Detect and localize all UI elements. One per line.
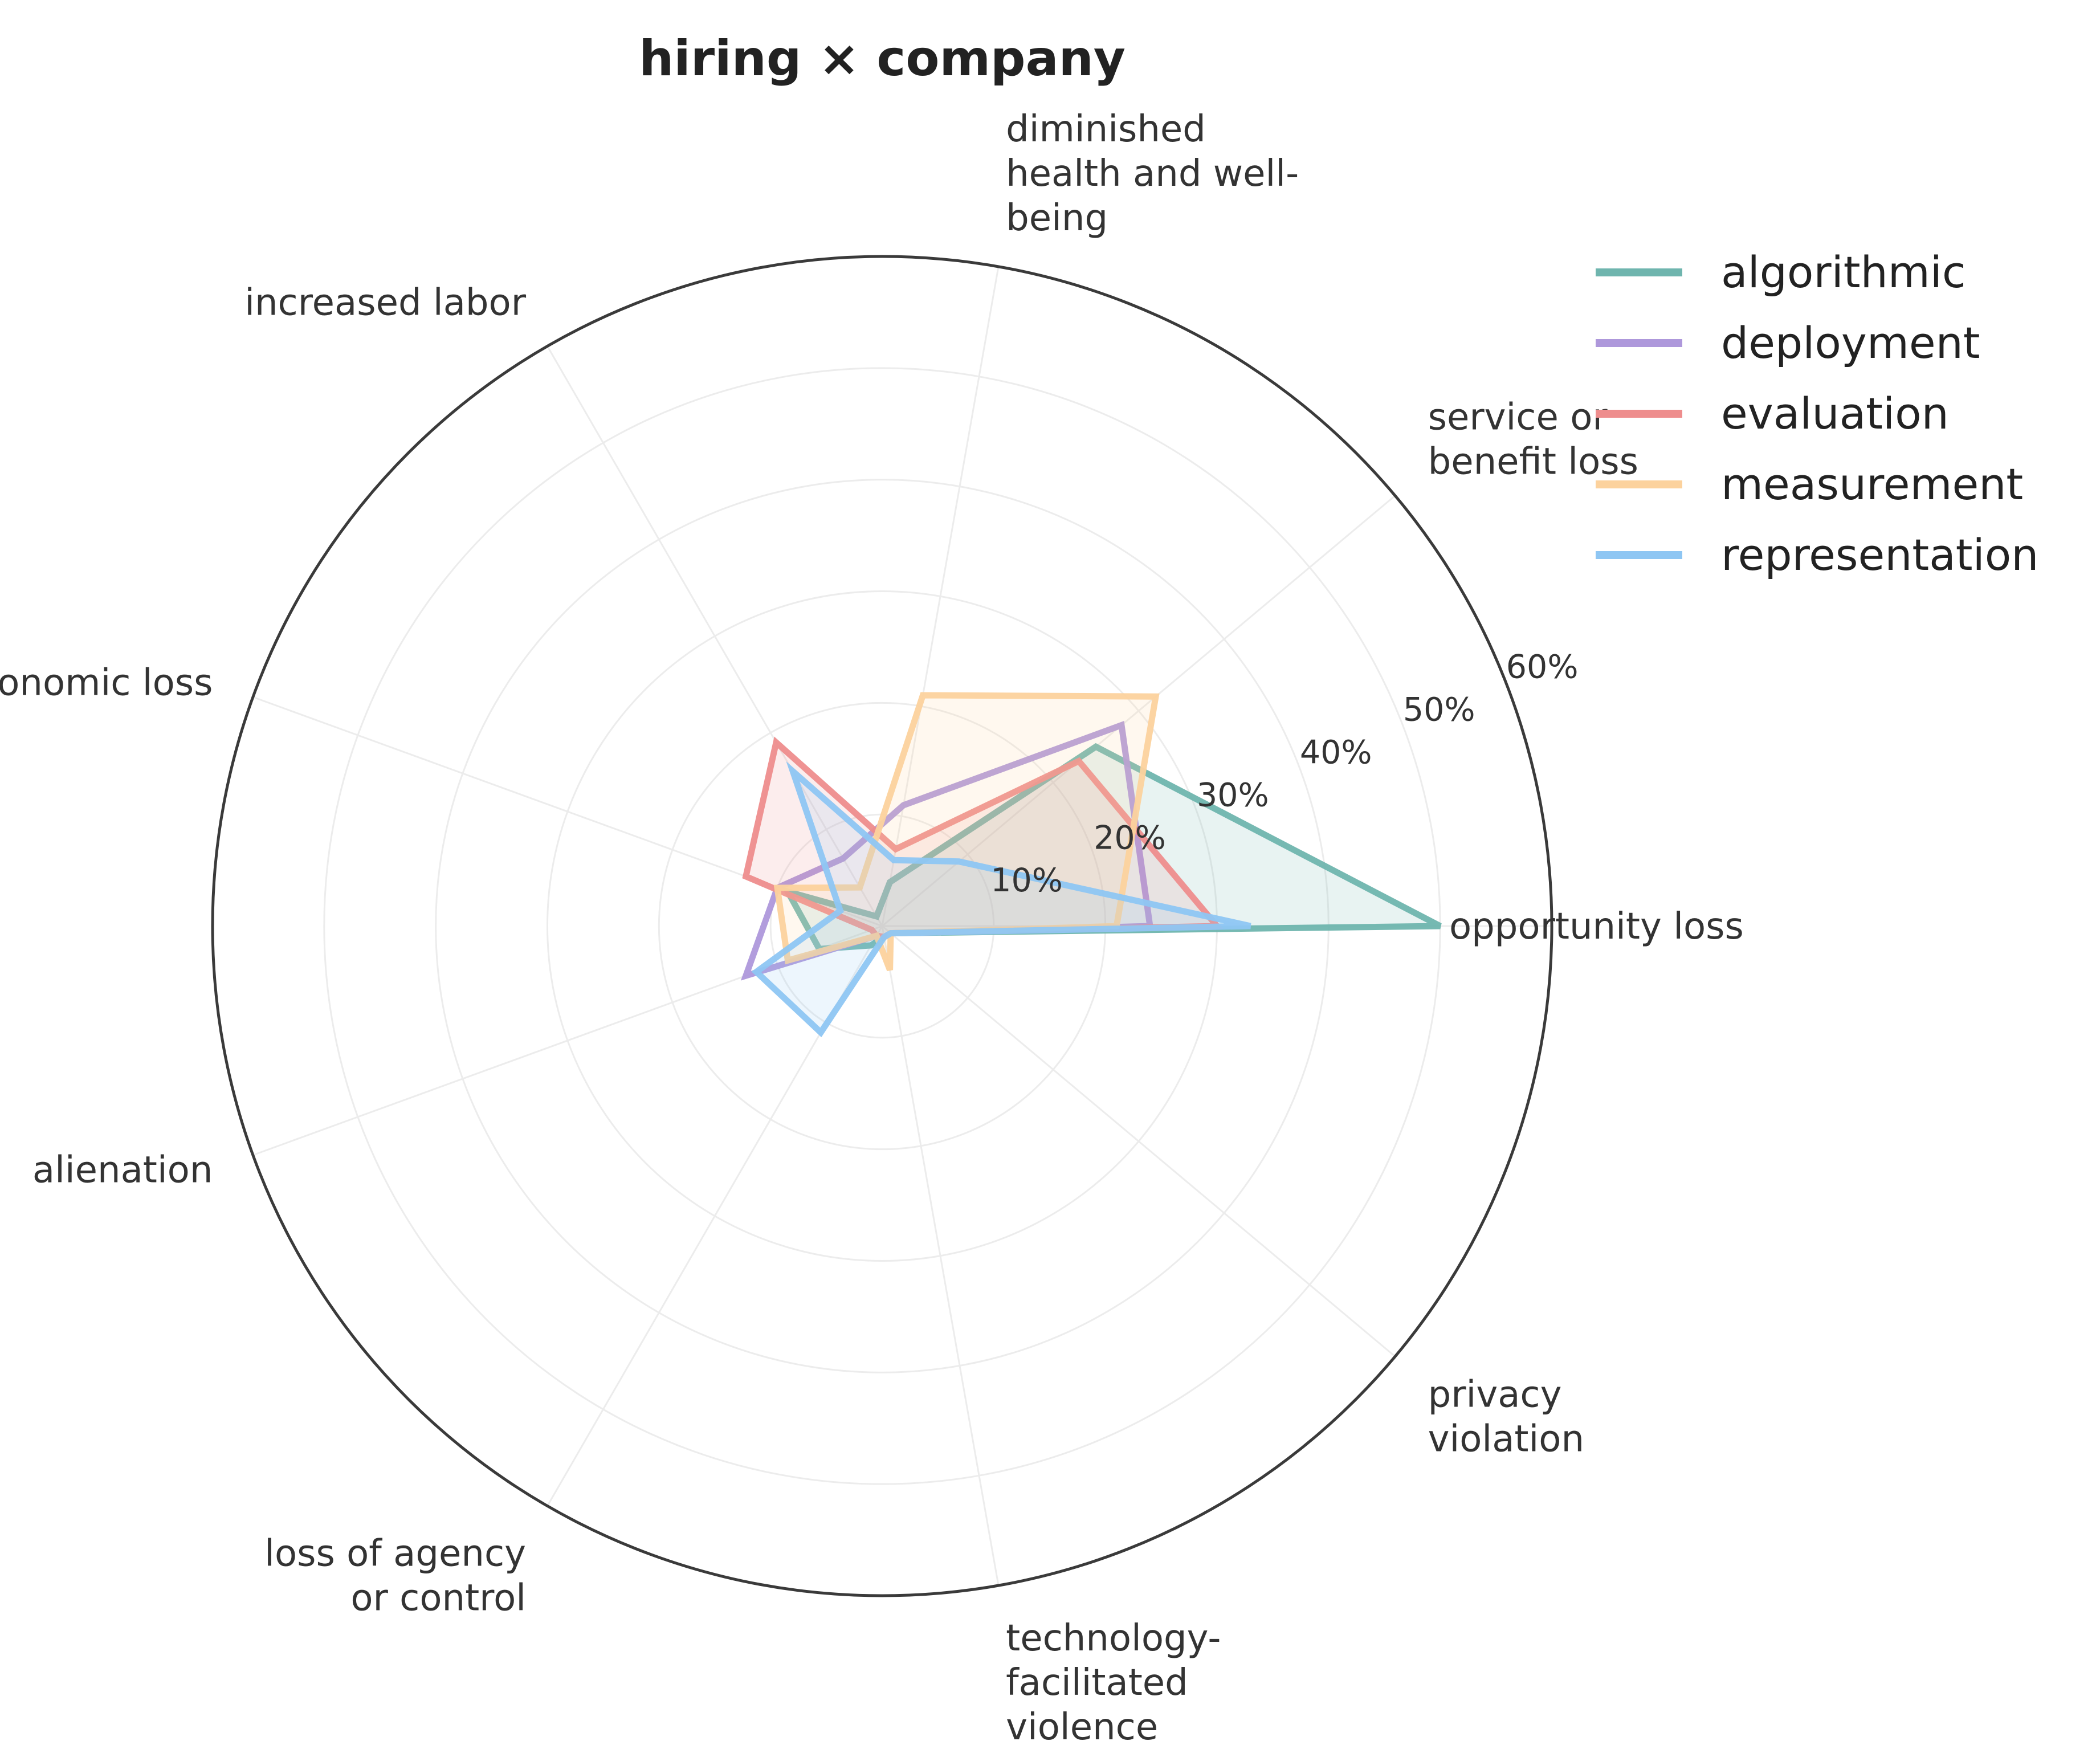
legend: algorithmic deployment evaluation measureme… (1596, 247, 2038, 580)
axis-label-8: technology-facilitated violence (1006, 1617, 1221, 1745)
legend-entry-deployment: deployment (1596, 317, 1980, 368)
legend-entry-evaluation: evaluation (1596, 388, 1949, 439)
outer-ring (211, 255, 1553, 1597)
spoke-4 (547, 345, 883, 927)
axis-label-3: diminished health and well-being (1006, 108, 1299, 239)
series-line-measurement (773, 692, 1160, 972)
series-representation (751, 761, 1251, 1038)
point-evaluation-3 (895, 849, 896, 850)
series-layer (740, 692, 1442, 1038)
axis-label-5: economic loss (0, 662, 213, 704)
tick-label-6: 60% (1506, 649, 1579, 686)
point-algorithmic-4 (876, 916, 877, 917)
point-representation-2 (959, 861, 960, 862)
axis-label-9: privacy violation (1428, 1374, 1584, 1461)
axis-labels: opportunity loss service or benefit loss di… (0, 108, 1744, 1745)
radial-tick-labels: 10% 20% 30% 40% 50% 60% (990, 649, 1578, 900)
legend-label-evaluation: evaluation (1721, 388, 1949, 439)
point-representation-1 (1250, 925, 1251, 927)
spoke-3 (881, 266, 1000, 927)
legend-label-deployment: deployment (1721, 317, 1980, 368)
series-line-representation (751, 761, 1251, 1038)
point-evaluation-4 (776, 742, 777, 743)
chart-title: hiring × company (639, 30, 1126, 87)
spoke-8 (881, 925, 1000, 1586)
tick-label-4: 40% (1300, 733, 1372, 771)
spoke-9 (882, 925, 1396, 1357)
axis-label-4: increased labor (244, 282, 527, 324)
axis-label-6: alienation (32, 1149, 213, 1192)
series-measurement (773, 692, 1160, 972)
point-evaluation-6 (871, 929, 872, 931)
spoke-2 (882, 495, 1396, 927)
legend-label-algorithmic: algorithmic (1721, 247, 1966, 297)
tick-label-1: 10% (990, 862, 1063, 899)
axis-label-2: service or benefit loss (1428, 397, 1638, 483)
legend-entry-representation: representation (1596, 529, 2038, 580)
tick-label-2: 20% (1094, 819, 1166, 857)
tick-label-5: 50% (1403, 691, 1475, 729)
axis-label-1: opportunity loss (1449, 906, 1744, 948)
point-algorithmic-1 (1440, 925, 1441, 927)
point-measurement-4 (859, 887, 861, 888)
legend-entry-measurement: measurement (1596, 459, 2023, 509)
legend-label-measurement: measurement (1721, 459, 2023, 509)
legend-label-representation: representation (1721, 529, 2038, 580)
legend-entry-algorithmic: algorithmic (1596, 247, 1966, 297)
tick-label-3: 30% (1197, 776, 1269, 814)
axis-label-7: loss of agency or control (264, 1533, 526, 1620)
